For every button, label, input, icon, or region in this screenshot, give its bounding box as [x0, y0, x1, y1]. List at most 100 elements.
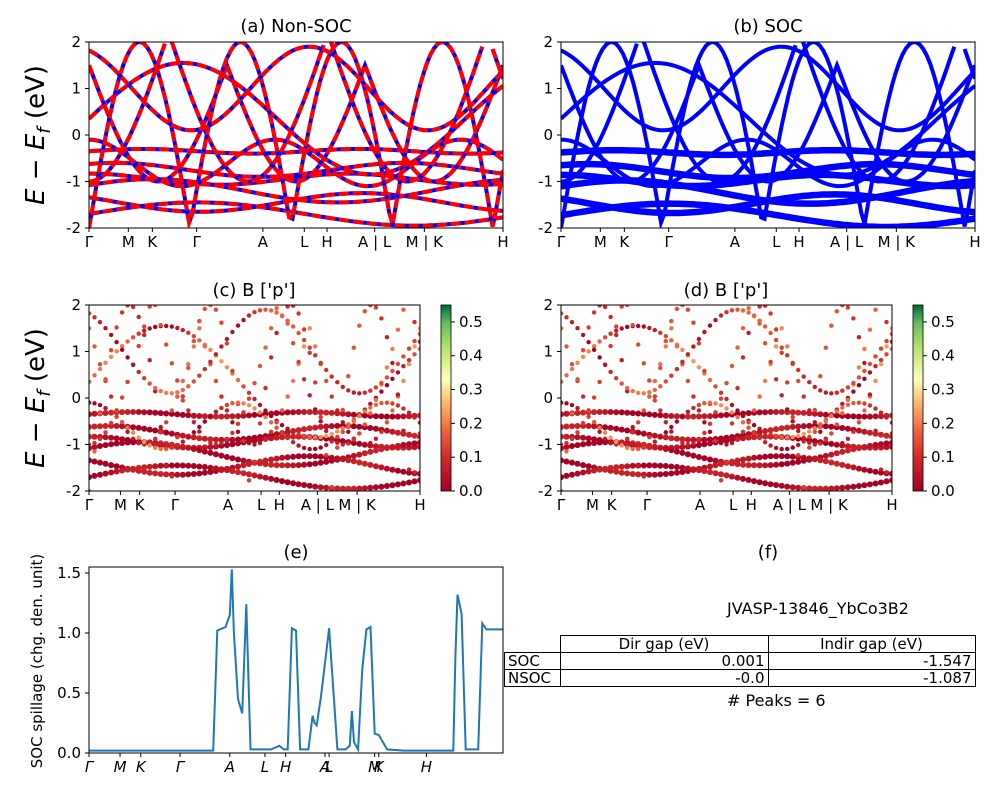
ytick-label: 1.0	[57, 624, 81, 642]
scatter-point	[401, 378, 406, 384]
scatter-point	[373, 397, 379, 402]
scatter-point	[818, 441, 823, 446]
scatter-point	[662, 434, 669, 441]
ytick-label: 1	[543, 343, 553, 361]
scatter-point	[658, 435, 663, 440]
scatter-point	[241, 317, 246, 323]
scatter-point	[164, 390, 169, 396]
scatter-point	[833, 412, 840, 419]
scatter-point	[113, 468, 120, 475]
scatter-point	[383, 465, 390, 472]
xtick-label: H	[497, 233, 508, 251]
col-header-dir-gap: Dir gap (eV)	[559, 635, 769, 653]
band-line-soc	[561, 42, 639, 184]
scatter-point	[597, 339, 602, 344]
scatter-point	[185, 462, 192, 469]
scatter-point	[751, 462, 758, 469]
panel-e: (e) 0.00.51.01.5Γ M K Γ A L H AL MK H	[57, 542, 504, 776]
xtick-label: A	[695, 496, 706, 514]
scatter-point	[807, 445, 812, 450]
scatter-point	[252, 310, 257, 315]
scatter-point	[851, 389, 856, 394]
scatter-point	[312, 424, 319, 431]
scatter-point	[844, 425, 851, 432]
scatter-point	[335, 434, 340, 440]
scatter-point	[357, 440, 362, 446]
scatter-point	[324, 428, 329, 434]
scatter-point	[213, 352, 219, 357]
scatter-point	[866, 481, 873, 488]
scatter-point	[190, 463, 197, 469]
scatter-point	[313, 435, 318, 440]
scatter-point	[290, 341, 296, 346]
scatter-point	[635, 441, 642, 447]
scatter-point	[175, 394, 180, 399]
scatter-point	[707, 323, 713, 328]
xtick-label: H	[280, 758, 291, 776]
scatter-point	[647, 443, 652, 448]
scatter-point	[240, 470, 247, 477]
scatter-point	[751, 454, 758, 461]
scatter-point	[401, 364, 406, 369]
scatter-point	[263, 436, 268, 441]
scatter-point	[240, 412, 247, 419]
scatter-point	[673, 444, 680, 451]
scatter-point	[279, 313, 285, 319]
scatter-point	[185, 412, 192, 419]
scatter-point	[179, 432, 186, 439]
scatter-point	[822, 458, 829, 465]
scatter-point	[175, 435, 180, 440]
scatter-point	[235, 413, 241, 420]
spillage-line	[89, 569, 503, 753]
scatter-point	[795, 423, 802, 430]
scatter-point	[97, 362, 103, 367]
scatter-point	[113, 440, 120, 447]
scatter-point	[379, 389, 384, 394]
scatter-point	[862, 401, 867, 406]
band-line-soc-split	[561, 203, 975, 228]
scatter-point	[613, 409, 620, 416]
scatter-point	[718, 478, 724, 483]
colorbar-tick-label: 0.5	[931, 313, 955, 331]
scatter-point	[734, 474, 741, 481]
scatter-point	[856, 365, 862, 370]
scatter-point	[762, 324, 768, 329]
scatter-point	[417, 420, 420, 425]
scatter-point	[833, 450, 840, 457]
scatter-point	[175, 325, 180, 331]
xtick-label: M | K	[338, 496, 377, 514]
scatter-point	[324, 367, 329, 373]
scatter-point	[212, 436, 219, 443]
scatter-point	[240, 457, 247, 464]
scatter-point	[884, 344, 889, 349]
scatter-point	[361, 412, 368, 419]
scatter-point	[394, 442, 401, 449]
scatter-point	[318, 445, 323, 450]
xtick-label: H	[421, 758, 432, 776]
scatter-point	[751, 478, 758, 485]
scatter-point	[702, 430, 707, 436]
scatter-point	[729, 458, 735, 465]
scatter-point	[757, 394, 762, 399]
svg-text:E − Ef (eV): E − Ef (eV)	[21, 65, 55, 205]
scatter-point	[679, 449, 686, 456]
scatter-point	[158, 424, 163, 430]
scatter-point	[724, 406, 729, 411]
scatter-point	[828, 459, 835, 466]
scatter-point	[147, 358, 152, 363]
scatter-point	[696, 437, 702, 442]
scatter-point	[164, 446, 169, 452]
scatter-point	[190, 471, 197, 477]
scatter-point	[796, 378, 801, 384]
scatter-point	[329, 484, 334, 490]
scatter-points-d	[561, 305, 892, 491]
ytick-label: 0	[71, 126, 81, 144]
scatter-point	[602, 409, 609, 415]
scatter-point	[569, 362, 575, 367]
scatter-point	[878, 410, 884, 415]
scatter-point	[335, 440, 340, 445]
scatter-point	[141, 409, 148, 416]
scatter-point	[647, 394, 652, 399]
scatter-point	[586, 325, 591, 330]
